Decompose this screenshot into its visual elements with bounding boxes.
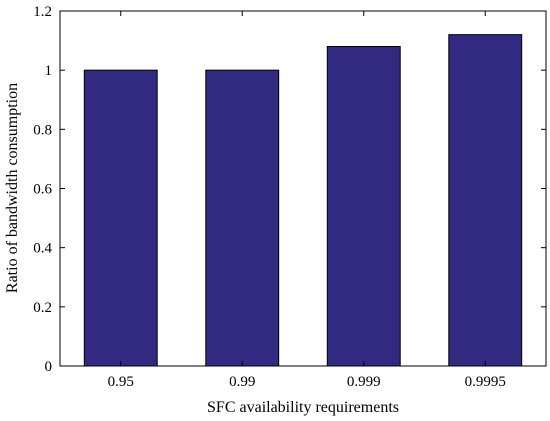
bar-0.9995 — [448, 34, 523, 367]
y-tick-label: 0.8 — [33, 122, 52, 138]
x-tick-label: 0.95 — [108, 374, 134, 390]
bars-group — [83, 34, 523, 367]
x-tick-label: 0.9995 — [465, 374, 506, 390]
x-axis: 0.95 0.99 0.999 0.9995 — [108, 11, 506, 390]
bar-0.95 — [83, 69, 158, 367]
y-tick-label: 0 — [45, 359, 53, 375]
bar-0.999 — [326, 46, 401, 367]
y-tick-label: 0.2 — [33, 300, 52, 316]
y-tick-label: 1 — [45, 63, 53, 79]
y-axis: 0 0.2 0.4 0.6 0.8 1 1.2 — [33, 4, 546, 375]
x-tick-label: 0.999 — [347, 374, 381, 390]
y-tick-label: 0.6 — [33, 182, 52, 198]
y-tick-label: 0.4 — [33, 241, 52, 257]
y-axis-label: Ratio of bandwidth consumption — [4, 83, 21, 293]
x-axis-label: SFC availability requirements — [207, 399, 399, 416]
bar-0.99 — [205, 69, 280, 367]
y-tick-label: 1.2 — [33, 4, 52, 20]
x-tick-label: 0.99 — [229, 374, 255, 390]
